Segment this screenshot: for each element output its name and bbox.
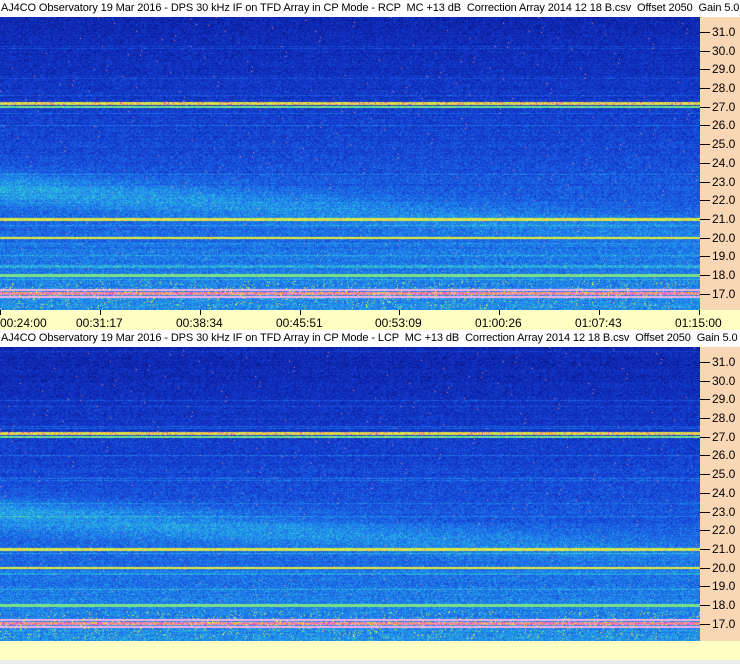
frequency-tick-label: 27.0: [712, 100, 736, 114]
frequency-tick-label: 19.0: [712, 249, 736, 263]
frequency-tick-label: 31.0: [712, 25, 736, 39]
time-tick-label: 01:00:26: [475, 316, 522, 330]
frequency-tick: [700, 256, 710, 257]
frequency-tick-label: 18.0: [712, 598, 736, 612]
frequency-tick: [700, 32, 710, 33]
frequency-tick-label: 26.0: [712, 448, 736, 462]
frequency-tick: [700, 549, 710, 550]
frequency-tick: [700, 200, 710, 201]
frequency-tick-label: 22.0: [712, 523, 736, 537]
frequency-tick: [700, 418, 710, 419]
frequency-tick-label: 22.0: [712, 193, 736, 207]
time-tick: [100, 310, 101, 315]
frequency-tick-label: 28.0: [712, 81, 736, 95]
panel-title-lcp: AJ4CO Observatory 19 Mar 2016 - DPS 30 k…: [0, 330, 740, 347]
frequency-tick-label: 20.0: [712, 231, 736, 245]
time-tick-label: 00:53:09: [375, 316, 422, 330]
time-tick: [499, 310, 500, 315]
frequency-tick-label: 27.0: [712, 430, 736, 444]
frequency-tick-label: 23.0: [712, 505, 736, 519]
time-tick-label: 00:24:00: [0, 316, 47, 330]
frequency-tick: [700, 381, 710, 382]
time-tick-label: 01:15:00: [675, 316, 722, 330]
time-tick-label: 00:45:51: [276, 316, 323, 330]
time-tick: [699, 310, 700, 315]
frequency-tick: [700, 294, 710, 295]
frequency-tick-label: 25.0: [712, 137, 736, 151]
frequency-tick: [700, 493, 710, 494]
time-tick-label: 00:31:17: [76, 316, 123, 330]
frequency-tick: [700, 275, 710, 276]
frequency-tick: [700, 125, 710, 126]
time-tick-label: 00:38:34: [176, 316, 223, 330]
frequency-tick: [700, 586, 710, 587]
frequency-tick: [700, 163, 710, 164]
time-tick: [399, 310, 400, 315]
frequency-tick-label: 26.0: [712, 118, 736, 132]
spectrogram-rcp: [0, 17, 700, 310]
time-axis: 00:24:00 00:31:17 00:38:34 00:45:51 00:53:09…: [0, 310, 740, 330]
frequency-axis-lcp: 31.0 30.0 29.0 28.0 27.0 26.0 25.0 24.0 23.0 22.0…: [700, 347, 740, 641]
frequency-tick-label: 20.0: [712, 561, 736, 575]
frequency-tick-label: 21.0: [712, 542, 736, 556]
frequency-axis-rcp: 31.0 30.0 29.0 28.0 27.0 26.0 25.0 24.0 23.0 22.0…: [700, 17, 740, 310]
frequency-tick-label: 30.0: [712, 374, 736, 388]
frequency-tick: [700, 182, 710, 183]
frequency-tick: [700, 474, 710, 475]
frequency-tick: [700, 362, 710, 363]
frequency-tick-label: 28.0: [712, 411, 736, 425]
frequency-tick: [700, 568, 710, 569]
frequency-tick-label: 31.0: [712, 355, 736, 369]
frequency-tick-label: 30.0: [712, 44, 736, 58]
frequency-tick-label: 29.0: [712, 392, 736, 406]
time-tick: [200, 310, 201, 315]
time-tick: [0, 310, 1, 315]
frequency-tick-label: 24.0: [712, 156, 736, 170]
frequency-tick: [700, 144, 710, 145]
time-axis-blank: [0, 641, 740, 660]
frequency-tick-label: 25.0: [712, 467, 736, 481]
frequency-tick: [700, 51, 710, 52]
frequency-tick: [700, 530, 710, 531]
frequency-tick: [700, 107, 710, 108]
frequency-tick-label: 23.0: [712, 175, 736, 189]
frequency-tick-label: 19.0: [712, 579, 736, 593]
frequency-tick: [700, 69, 710, 70]
frequency-tick: [700, 455, 710, 456]
frequency-tick: [700, 219, 710, 220]
panel-title-rcp: AJ4CO Observatory 19 Mar 2016 - DPS 30 k…: [0, 0, 740, 17]
time-tick: [300, 310, 301, 315]
frequency-tick-label: 29.0: [712, 62, 736, 76]
frequency-tick: [700, 437, 710, 438]
time-tick-label: 01:07:43: [575, 316, 622, 330]
frequency-tick-label: 21.0: [712, 212, 736, 226]
time-tick: [599, 310, 600, 315]
frequency-tick: [700, 605, 710, 606]
frequency-tick: [700, 88, 710, 89]
frequency-tick-label: 24.0: [712, 486, 736, 500]
frequency-tick: [700, 512, 710, 513]
frequency-tick-label: 17.0: [712, 617, 736, 631]
frequency-tick-label: 18.0: [712, 268, 736, 282]
frequency-tick: [700, 399, 710, 400]
frequency-tick-label: 17.0: [712, 287, 736, 301]
frequency-tick: [700, 624, 710, 625]
spectrogram-lcp: [0, 347, 700, 641]
frequency-tick: [700, 238, 710, 239]
